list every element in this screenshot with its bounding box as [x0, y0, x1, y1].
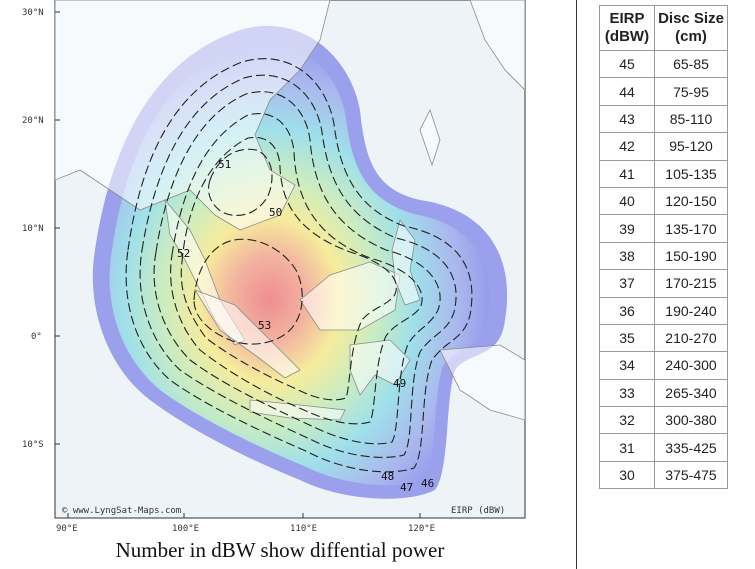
eirp-cell: 44: [599, 77, 655, 106]
disc-size-cell: 150-190: [654, 241, 728, 271]
panel-divider: [576, 0, 577, 569]
header-eirp-line2: (dBW): [604, 28, 650, 45]
contour-label-48: 48: [381, 470, 394, 483]
eirp-cell: 33: [599, 378, 655, 408]
disc-size-cell: 265-340: [654, 378, 728, 408]
contour-lines: [125, 58, 473, 473]
disc-size-cell: 300-380: [654, 406, 728, 435]
disc-size-cell: 105-135: [654, 159, 728, 188]
disc-size-cell: 210-270: [654, 323, 728, 353]
contour-label-51: 51: [218, 158, 231, 171]
eirp-cell: 32: [599, 406, 655, 435]
header-disc-line1: Disc Size: [658, 10, 724, 27]
lon-label-100e: 100°E: [172, 524, 199, 534]
eirp-cell: 40: [599, 186, 655, 216]
graticule-ticks: [55, 11, 421, 518]
disc-size-cell: 65-85: [654, 49, 728, 79]
table-row: 37 170-215: [599, 269, 728, 298]
disc-size-cell: 190-240: [654, 296, 728, 325]
contour-label-46: 46: [421, 477, 434, 490]
eirp-cell: 42: [599, 132, 655, 161]
disc-size-cell: 75-95: [654, 77, 728, 106]
disc-size-cell: 170-215: [654, 269, 728, 298]
table-row: 35 210-270: [599, 323, 728, 353]
disc-size-cell: 375-475: [654, 460, 728, 490]
eirp-cell: 41: [599, 159, 655, 188]
contour-label-47: 47: [400, 481, 413, 494]
header-eirp-line1: EIRP: [609, 10, 645, 27]
contour-label-53: 53: [258, 319, 271, 332]
table-header-row: EIRP (dBW) Disc Size (cm): [599, 5, 728, 51]
header-disc-line2: (cm): [675, 28, 707, 45]
lon-label-90e: 90°E: [56, 524, 78, 534]
eirp-disc-size-table: EIRP (dBW) Disc Size (cm) 45 65-85 44 75-95…: [599, 5, 728, 490]
map-credit-text: © www.LyngSat-Maps.com: [62, 506, 181, 516]
table-row: 43 85-110: [599, 104, 728, 134]
disc-size-cell: 120-150: [654, 186, 728, 216]
eirp-cell: 38: [599, 241, 655, 271]
eirp-cell: 37: [599, 269, 655, 298]
land-outline: [55, 0, 525, 421]
table-row: 41 105-135: [599, 159, 728, 188]
coverage-map: 53 52 51 50 49 48 47 46 30°N 20°N 10°N 0…: [22, 0, 526, 534]
map-unit-label: EIRP (dBW): [451, 506, 505, 516]
lat-label-30n: 30°N: [22, 8, 44, 18]
header-disc-size: Disc Size (cm): [654, 5, 728, 51]
eirp-cell: 43: [599, 104, 655, 134]
lat-label-10s: 10°S: [22, 440, 44, 450]
contour-label-49: 49: [393, 377, 406, 390]
lon-label-120e: 120°E: [408, 524, 435, 534]
contour-label-50: 50: [269, 206, 282, 219]
table-row: 30 375-475: [599, 460, 728, 490]
table-row: 45 65-85: [599, 49, 728, 79]
table-row: 40 120-150: [599, 186, 728, 216]
table-row: 36 190-240: [599, 296, 728, 325]
eirp-cell: 31: [599, 433, 655, 462]
contour-label-52: 52: [177, 247, 190, 260]
table-row: 34 240-300: [599, 351, 728, 380]
lat-label-20n: 20°N: [22, 116, 44, 126]
table-row: 32 300-380: [599, 406, 728, 435]
lat-label-10n: 10°N: [22, 224, 44, 234]
disc-size-cell: 85-110: [654, 104, 728, 134]
lon-label-110e: 110°E: [290, 524, 317, 534]
coverage-map-svg: 53 52 51 50 49 48 47 46 30°N 20°N 10°N 0…: [22, 0, 526, 534]
eirp-cell: 34: [599, 351, 655, 380]
disc-size-cell: 135-170: [654, 214, 728, 243]
disc-size-cell: 95-120: [654, 132, 728, 161]
table-row: 33 265-340: [599, 378, 728, 408]
eirp-cell: 36: [599, 296, 655, 325]
header-eirp: EIRP (dBW): [599, 5, 655, 51]
eirp-cell: 45: [599, 49, 655, 79]
table-row: 31 335-425: [599, 433, 728, 462]
table-row: 42 95-120: [599, 132, 728, 161]
map-caption: Number in dBW show diffential power: [115, 538, 445, 562]
eirp-cell: 35: [599, 323, 655, 353]
eirp-cell: 39: [599, 214, 655, 243]
table-body: 45 65-85 44 75-95 43 85-110 42 95-120 41 105-135 4…: [599, 49, 728, 490]
table-row: 39 135-170: [599, 214, 728, 243]
eirp-cell: 30: [599, 460, 655, 490]
table-row: 38 150-190: [599, 241, 728, 271]
lat-label-0: 0°: [31, 332, 42, 342]
table-row: 44 75-95: [599, 77, 728, 106]
disc-size-cell: 335-425: [654, 433, 728, 462]
disc-size-cell: 240-300: [654, 351, 728, 380]
